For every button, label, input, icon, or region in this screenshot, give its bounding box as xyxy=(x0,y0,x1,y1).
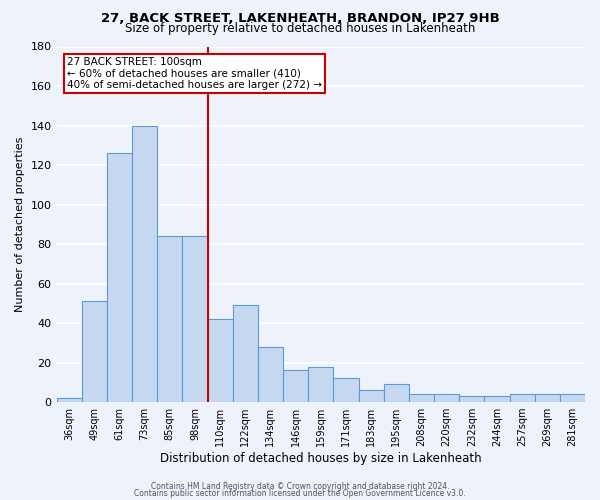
Bar xyxy=(434,394,459,402)
Bar xyxy=(409,394,434,402)
Bar xyxy=(283,370,308,402)
Text: 27 BACK STREET: 100sqm
← 60% of detached houses are smaller (410)
40% of semi-de: 27 BACK STREET: 100sqm ← 60% of detached… xyxy=(67,57,322,90)
Bar xyxy=(132,126,157,402)
Bar xyxy=(383,384,409,402)
Text: 27, BACK STREET, LAKENHEATH, BRANDON, IP27 9HB: 27, BACK STREET, LAKENHEATH, BRANDON, IP… xyxy=(101,12,499,24)
Bar xyxy=(233,306,258,402)
Bar xyxy=(359,390,383,402)
Bar xyxy=(459,396,484,402)
X-axis label: Distribution of detached houses by size in Lakenheath: Distribution of detached houses by size … xyxy=(160,452,482,465)
Text: Contains HM Land Registry data © Crown copyright and database right 2024.: Contains HM Land Registry data © Crown c… xyxy=(151,482,449,491)
Bar xyxy=(334,378,359,402)
Y-axis label: Number of detached properties: Number of detached properties xyxy=(15,136,25,312)
Bar xyxy=(560,394,585,402)
Bar xyxy=(484,396,509,402)
Bar xyxy=(258,347,283,402)
Bar xyxy=(308,366,334,402)
Text: Size of property relative to detached houses in Lakenheath: Size of property relative to detached ho… xyxy=(125,22,475,35)
Bar xyxy=(56,398,82,402)
Bar xyxy=(509,394,535,402)
Text: Contains public sector information licensed under the Open Government Licence v3: Contains public sector information licen… xyxy=(134,489,466,498)
Bar xyxy=(208,319,233,402)
Bar xyxy=(157,236,182,402)
Bar xyxy=(182,236,208,402)
Bar xyxy=(107,153,132,402)
Bar xyxy=(82,302,107,402)
Bar xyxy=(535,394,560,402)
